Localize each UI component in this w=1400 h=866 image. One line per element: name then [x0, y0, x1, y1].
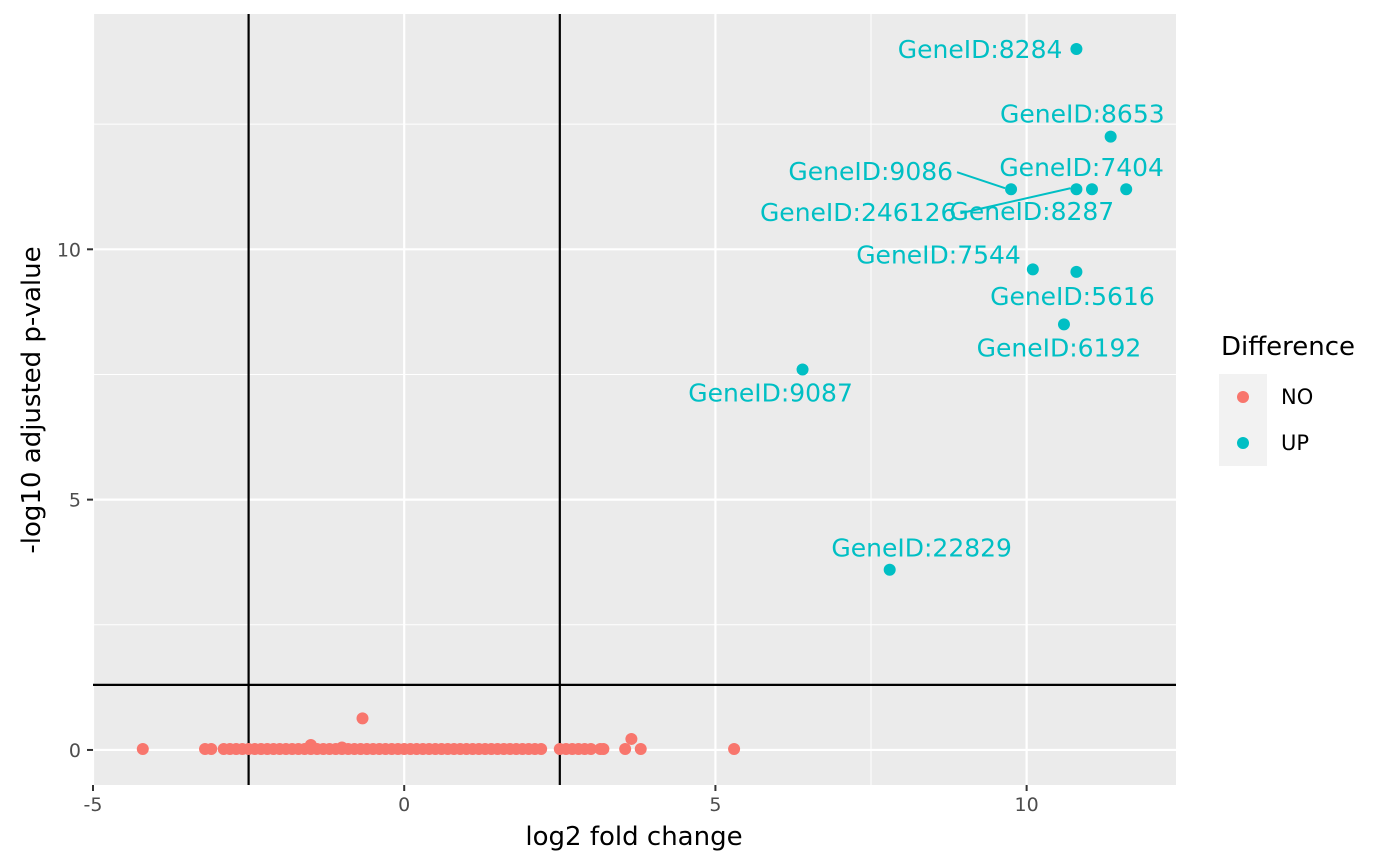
- y-axis: 0 5 10: [57, 239, 93, 762]
- legend-label: UP: [1281, 431, 1309, 455]
- y-tick-label: 0: [69, 740, 81, 762]
- threshold-lines: [93, 14, 1176, 785]
- y-axis-title: -log10 adjusted p-value: [17, 246, 47, 553]
- data-point-no: [634, 742, 647, 755]
- plot-panel: [93, 14, 1176, 785]
- data-point-up: [1104, 130, 1117, 143]
- label-leader-line: [956, 171, 1006, 190]
- gene-label: GeneID:22829: [831, 534, 1012, 563]
- data-point-up: [1085, 183, 1098, 196]
- data-point-no: [535, 742, 548, 755]
- data-point-no: [136, 742, 149, 755]
- gene-label: GeneID:6192: [977, 333, 1142, 362]
- data-point-up: [1070, 183, 1083, 196]
- gene-labels: GeneID:8284 GeneID:8653 GeneID:7404 GeneID:…: [688, 35, 1164, 563]
- label-leader-lines: [956, 171, 1071, 215]
- data-point-no: [619, 742, 632, 755]
- gene-label: GeneID:9086: [788, 157, 953, 186]
- data-point-up: [883, 563, 896, 576]
- gene-label: GeneID:9087: [688, 378, 853, 407]
- legend-key-up: [1237, 437, 1249, 449]
- gene-label: GeneID:8653: [1000, 100, 1165, 129]
- gene-label: GeneID:5616: [990, 282, 1155, 311]
- data-point-up: [1026, 263, 1039, 276]
- y-tick-label: 5: [69, 490, 81, 512]
- x-tick-label: -5: [84, 794, 103, 816]
- data-point-no: [625, 732, 638, 745]
- x-tick-label: 10: [1015, 794, 1039, 816]
- x-axis: -5 0 5 10: [84, 785, 1039, 816]
- legend-label: NO: [1281, 385, 1313, 409]
- data-point-up: [1005, 183, 1018, 196]
- legend-entries: NO UP: [1237, 385, 1313, 455]
- data-points: [136, 43, 1133, 755]
- gene-label: GeneID:7404: [999, 153, 1164, 182]
- gene-label: GeneID:8284: [898, 35, 1063, 64]
- label-leader-line: [960, 187, 1071, 215]
- data-point-no: [584, 742, 597, 755]
- legend-key-background: [1219, 374, 1267, 466]
- legend-title: Difference: [1221, 332, 1355, 362]
- data-point-no: [597, 742, 610, 755]
- data-point-no: [728, 742, 741, 755]
- x-axis-title: log2 fold change: [525, 822, 742, 852]
- y-tick-label: 10: [57, 239, 81, 261]
- data-point-up: [1057, 318, 1070, 331]
- x-tick-label: 5: [709, 794, 721, 816]
- gene-label: GeneID:7544: [856, 240, 1021, 269]
- data-point-up: [1120, 183, 1133, 196]
- data-point-up: [1070, 265, 1083, 278]
- data-point-up: [796, 363, 809, 376]
- x-tick-label: 0: [398, 794, 410, 816]
- legend-key-no: [1237, 391, 1249, 403]
- gene-label: GeneID:8287: [950, 197, 1115, 226]
- legend: Difference NO UP: [1219, 332, 1355, 466]
- data-point-no: [356, 712, 369, 725]
- data-point-no: [205, 742, 218, 755]
- gene-label: GeneID:246126: [760, 198, 956, 227]
- data-point-up: [1070, 43, 1083, 56]
